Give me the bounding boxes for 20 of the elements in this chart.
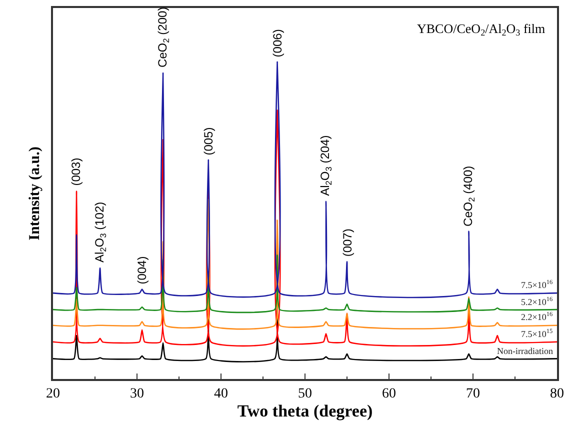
- annotation: (003): [69, 158, 84, 186]
- annotation: (006): [270, 29, 284, 58]
- x-tick-label: 80: [550, 386, 564, 402]
- annotation: (005): [202, 127, 216, 156]
- series-label: 7.5×10$^{15}$: [521, 328, 553, 339]
- series-label: 5.2×10$^{16}$: [521, 296, 553, 307]
- y-axis-title: Intensity (a.u.): [27, 146, 43, 240]
- x-tick-label: 20: [46, 386, 60, 402]
- annotation: (007): [340, 228, 354, 257]
- x-tick-label: 70: [466, 386, 480, 402]
- series-label: Non-irradiation: [497, 346, 554, 356]
- text: YBCO/CeO$_{2}$/Al$_{2}$O$_{3}$ film: [417, 21, 546, 38]
- x-tick-label: 40: [214, 386, 228, 402]
- x-axis-title: Two theta (degree): [237, 402, 373, 421]
- series-label: 7.5×10$^{16}$: [521, 279, 553, 290]
- annotation: (004): [134, 256, 149, 284]
- x-tick-label: 30: [130, 386, 144, 402]
- x-tick-label: 50: [298, 386, 312, 402]
- series-label: 2.2×10$^{16}$: [521, 311, 553, 322]
- x-tick-label: 60: [382, 386, 396, 402]
